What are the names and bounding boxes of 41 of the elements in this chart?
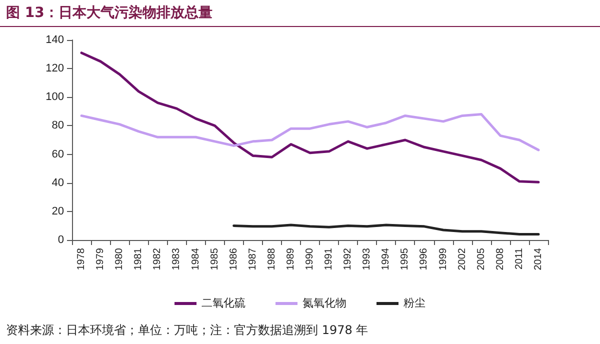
line-series — [232, 224, 540, 236]
y-tick-label: 20 — [52, 205, 64, 218]
x-tick-label: 1990 — [304, 248, 316, 270]
x-tick-label: 1992 — [342, 248, 354, 270]
x-tick-label: 2008 — [494, 248, 506, 270]
y-tick-label: 0 — [58, 234, 64, 246]
x-tick-label: 1984 — [190, 248, 202, 270]
x-tick-label: 1999 — [438, 248, 449, 270]
y-tick-label: 140 — [46, 34, 64, 46]
line-series — [80, 113, 540, 152]
x-tick-label: 1993 — [362, 248, 373, 270]
x-tick-label: 2014 — [532, 248, 544, 270]
x-tick-label: 2005 — [476, 248, 487, 270]
x-tick-label: 2002 — [456, 248, 468, 270]
x-tick-label: 1994 — [380, 248, 392, 270]
y-tick-label: 40 — [52, 176, 64, 189]
x-tick-label: 1986 — [228, 248, 240, 270]
x-tick-label: 1978 — [76, 248, 88, 270]
y-tick-label: 80 — [52, 120, 64, 132]
x-tick-label: 1996 — [418, 248, 430, 270]
x-tick-label: 1982 — [152, 248, 164, 270]
x-tick-label: 1981 — [133, 248, 144, 270]
x-tick-label: 1985 — [209, 248, 220, 270]
y-tick-label: 100 — [46, 91, 64, 104]
chart-title: 图 13：日本大气污染物排放总量 — [6, 4, 212, 22]
x-tick-label: 1987 — [247, 248, 258, 270]
y-tick-label: 120 — [46, 62, 64, 75]
legend-label: 二氧化硫 — [202, 296, 246, 310]
x-tick-label: 1983 — [171, 248, 182, 270]
x-tick-label: 1989 — [285, 248, 296, 270]
legend-label: 氮氧化物 — [302, 298, 346, 310]
x-tick-label: 1995 — [400, 248, 411, 270]
x-tick-label: 2011 — [514, 248, 525, 270]
x-tick-label: 1991 — [324, 248, 335, 270]
y-tick-label: 60 — [52, 148, 64, 160]
legend-label: 粉尘 — [404, 296, 426, 310]
text: 资料来源：日本环境省；单位：万吨；注：官方数据追溯到 1978 年 — [6, 322, 368, 339]
x-tick-label: 1979 — [95, 248, 106, 270]
line-series — [80, 52, 540, 184]
x-tick-label: 1988 — [266, 248, 278, 270]
x-tick-label: 1980 — [114, 248, 126, 270]
